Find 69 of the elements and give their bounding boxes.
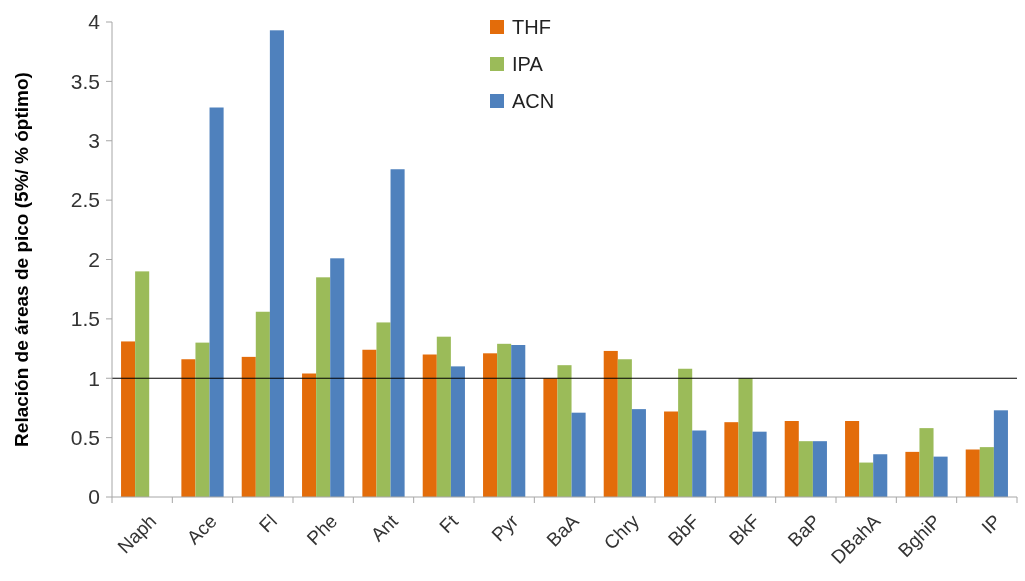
y-tick-label: 0 <box>88 485 100 509</box>
x-tick-label: BaA <box>542 510 583 551</box>
x-tick-label: Pyr <box>487 509 523 546</box>
x-tick-label: Ace <box>182 510 221 549</box>
bar <box>483 353 498 497</box>
legend-label: THF <box>512 16 551 38</box>
y-tick-label: 3 <box>88 129 100 153</box>
bar <box>617 359 632 497</box>
x-tick-label: IP <box>977 510 1006 538</box>
bar <box>390 169 405 497</box>
y-axis-title: Relación de áreas de pico (5%/ % óptimo) <box>11 72 32 447</box>
x-tick-label: Ft <box>435 509 463 538</box>
bar <box>798 441 813 497</box>
x-tick-label: BbF <box>663 510 704 550</box>
y-tick-label: 4 <box>88 10 101 34</box>
y-tick-label: 2 <box>88 247 100 271</box>
bar <box>302 373 317 497</box>
bar <box>603 350 618 497</box>
x-tick-label: Ant <box>366 509 403 546</box>
x-tick-label: BaP <box>783 510 825 551</box>
bar <box>269 30 284 497</box>
bar <box>422 354 437 497</box>
bar <box>919 428 934 497</box>
bar <box>121 341 136 497</box>
bar <box>752 431 767 497</box>
bar <box>631 409 646 497</box>
x-tick-label: Fl <box>255 510 282 537</box>
bar <box>724 422 739 497</box>
bar <box>450 366 465 497</box>
bar <box>543 378 558 497</box>
bar <box>376 322 391 497</box>
bar <box>255 311 270 497</box>
bar <box>497 343 512 497</box>
bar <box>812 441 827 497</box>
bar <box>664 411 679 497</box>
bar <box>362 349 377 497</box>
x-tick-label: Chry <box>599 510 644 554</box>
bar <box>859 462 874 497</box>
bar <box>905 451 920 497</box>
bar <box>993 410 1008 497</box>
y-tick-label: 3.5 <box>70 69 100 93</box>
y-tick-label: 0.5 <box>70 425 100 449</box>
legend-label: IPA <box>512 53 544 75</box>
bar <box>557 365 572 497</box>
bar <box>965 449 980 497</box>
bar <box>195 342 210 497</box>
bar <box>933 456 948 497</box>
bar <box>873 454 888 497</box>
bar <box>135 271 150 497</box>
bar <box>845 421 860 497</box>
bar <box>511 345 526 497</box>
bar <box>678 368 693 497</box>
y-tick-label: 1 <box>88 366 100 390</box>
x-tick-label: Phe <box>302 510 342 550</box>
bar <box>979 447 994 497</box>
bar <box>241 356 256 497</box>
bar <box>316 277 331 497</box>
bar <box>330 258 345 497</box>
y-tick-label: 1.5 <box>70 307 100 331</box>
x-tick-label: BkF <box>725 510 764 550</box>
bar <box>738 378 753 497</box>
bar <box>692 430 707 497</box>
bar <box>571 412 586 497</box>
legend-label: ACN <box>512 90 555 112</box>
bar <box>436 336 451 497</box>
y-tick-label: 2.5 <box>70 188 100 212</box>
bar <box>209 107 224 497</box>
bar <box>784 421 799 497</box>
bar <box>181 359 196 497</box>
